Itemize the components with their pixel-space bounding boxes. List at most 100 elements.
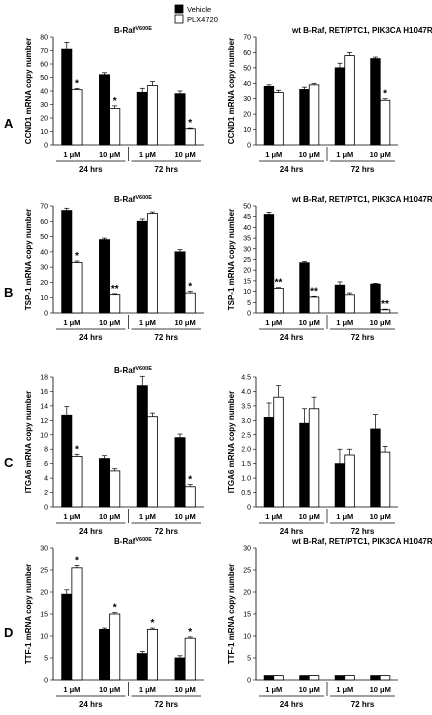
bar-vehicle	[136, 220, 148, 314]
bar-vehicle	[299, 422, 310, 508]
y-tick-label: 0	[247, 311, 251, 318]
x-tick-label: 1 μM	[336, 685, 353, 694]
group-label: 24 hrs	[79, 527, 103, 536]
y-tick-label: 5	[44, 656, 48, 663]
bar-vehicle	[174, 437, 186, 508]
y-tick-label: 0	[44, 678, 48, 685]
y-tick-label: 30	[40, 546, 48, 553]
x-tick-label: 10 μM	[299, 318, 320, 327]
y-tick-label: 40	[40, 89, 48, 96]
group-label: 72 hrs	[154, 333, 178, 342]
group-label: 24 hrs	[280, 165, 304, 174]
bar-vehicle	[99, 74, 111, 146]
y-tick-label: 10	[243, 127, 251, 134]
significance-marker: *	[113, 96, 117, 107]
y-tick-label: 25	[243, 568, 251, 575]
group-label: 72 hrs	[351, 527, 375, 536]
bar-vehicle	[299, 262, 310, 314]
y-tick-label: 70	[243, 35, 251, 42]
y-axis-label: TSP-1 mRNA copy number	[24, 209, 33, 311]
significance-marker: *	[151, 618, 155, 629]
significance-marker: **	[310, 286, 318, 297]
bar-vehicle	[334, 463, 346, 508]
y-axis-label: CCND1 mRNA copy number	[24, 38, 33, 144]
x-tick-label: 10 μM	[370, 150, 391, 159]
y-tick-label: 4.0	[241, 389, 251, 396]
bar-plx4720	[71, 456, 83, 508]
y-tick-label: 10	[243, 634, 251, 641]
significance-marker: *	[188, 282, 192, 293]
x-tick-label: 10 μM	[99, 318, 120, 327]
y-tick-label: 30	[243, 96, 251, 103]
y-tick-label: 6	[44, 461, 48, 468]
y-tick-label: 60	[243, 50, 251, 57]
bar-vehicle	[370, 58, 381, 146]
y-tick-label: 10	[40, 634, 48, 641]
y-tick-label: 4	[44, 476, 48, 483]
chart-title: B-RafV600E	[114, 26, 152, 35]
y-tick-label: 25	[40, 568, 48, 575]
y-tick-label: 35	[243, 236, 251, 243]
x-tick-label: 1 μM	[63, 685, 80, 694]
x-tick-label: 10 μM	[299, 685, 320, 694]
group-label: 72 hrs	[351, 700, 375, 709]
bar-plx4720	[344, 294, 355, 314]
y-tick-label: 0	[247, 505, 251, 512]
chart-a-right: wt B-Raf, RET/PTC1, PIK3CA H1047R CCND1 m…	[227, 26, 432, 174]
bar-vehicle	[174, 657, 186, 681]
bar-vehicle	[263, 85, 275, 146]
group-label: 72 hrs	[154, 165, 178, 174]
y-tick-label: 40	[40, 249, 48, 256]
y-tick-label: 30	[40, 102, 48, 109]
y-tick-label: 10	[40, 295, 48, 302]
y-axis-label: ITGA6 mRNA copy number	[227, 391, 236, 493]
bar-vehicle	[99, 239, 111, 314]
bar-plx4720	[184, 637, 196, 681]
x-tick-label: 1 μM	[63, 150, 80, 159]
chart-title: B-RafV600E	[114, 366, 152, 375]
chart-d-left: D B-RafV600E TTF-1 mRNA copy number 0 5 10 15 2…	[4, 537, 204, 709]
bar-plx4720	[308, 408, 320, 508]
y-tick-label: 15	[243, 278, 251, 285]
group-label: 72 hrs	[351, 165, 375, 174]
bar-plx4720	[379, 451, 391, 508]
y-tick-label: 0	[44, 505, 48, 512]
group-label: 72 hrs	[351, 333, 375, 342]
bar-plx4720	[146, 416, 158, 508]
y-tick-label: 50	[40, 75, 48, 82]
y-axis-label: TSP-1 mRNA copy number	[227, 209, 236, 311]
x-tick-label: 10 μM	[299, 150, 320, 159]
significance-marker: *	[188, 627, 192, 638]
legend-label-plx4720: PLX4720	[187, 15, 218, 24]
x-tick-label: 10 μM	[174, 685, 195, 694]
bar-vehicle	[136, 385, 148, 508]
y-tick-label: 5	[247, 656, 251, 663]
x-tick-label: 10 μM	[99, 685, 120, 694]
bar-vehicle	[334, 67, 346, 146]
bar-vehicle	[174, 251, 186, 314]
legend-swatch-plx4720	[174, 14, 184, 24]
bar-vehicle	[299, 89, 310, 146]
y-tick-label: 12	[40, 418, 48, 425]
y-tick-label: 20	[243, 590, 251, 597]
y-tick-label: 25	[243, 257, 251, 264]
group-label: 24 hrs	[280, 527, 304, 536]
legend-item-plx4720: PLX4720	[174, 14, 218, 24]
y-tick-label: 20	[243, 112, 251, 119]
legend-label-vehicle: Vehicle	[187, 5, 211, 14]
significance-marker: *	[188, 475, 192, 486]
y-tick-label: 0.5	[241, 490, 251, 497]
bar-plx4720	[109, 294, 121, 314]
x-tick-label: 1 μM	[265, 318, 282, 327]
group-label: 24 hrs	[280, 700, 304, 709]
y-tick-label: 20	[40, 116, 48, 123]
bar-vehicle	[61, 414, 73, 508]
bar-plx4720	[308, 84, 320, 146]
bar-plx4720	[379, 309, 391, 314]
bar-vehicle	[61, 210, 73, 314]
bar-plx4720	[308, 675, 320, 681]
x-tick-label: 10 μM	[174, 318, 195, 327]
y-tick-label: 50	[40, 234, 48, 241]
y-tick-label: 15	[40, 612, 48, 619]
